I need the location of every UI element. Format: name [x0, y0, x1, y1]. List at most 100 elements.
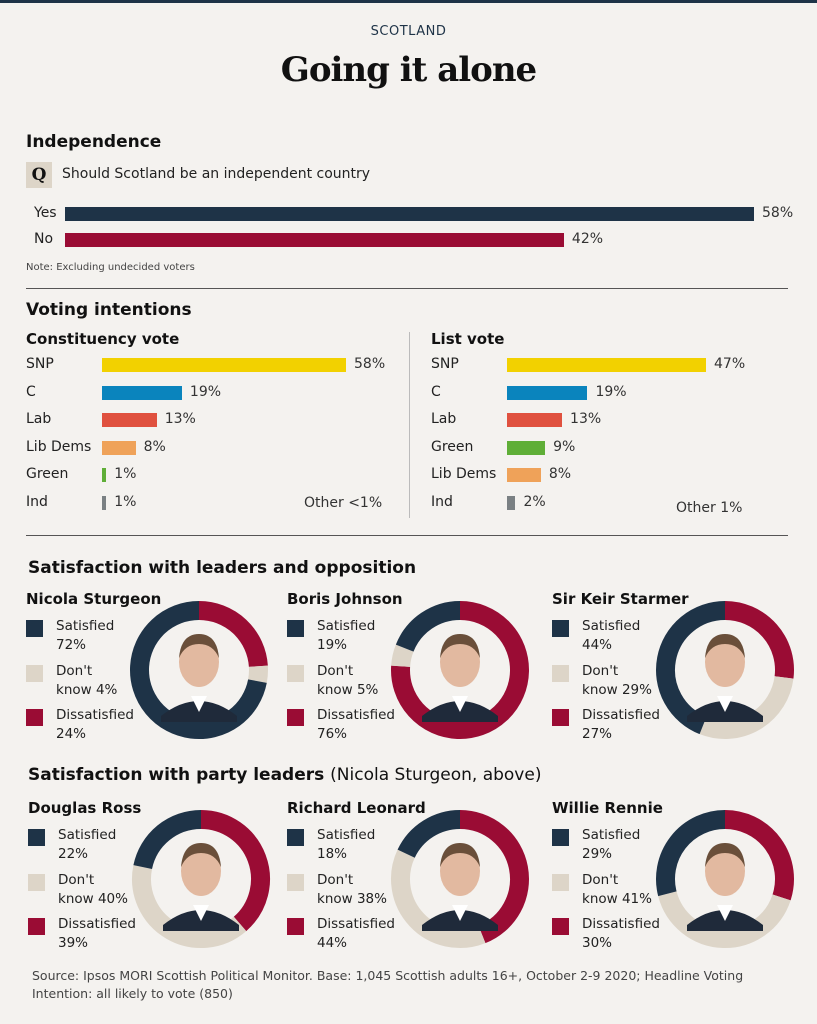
- satisfied-arc: [130, 601, 267, 739]
- bar-label: Green: [26, 466, 69, 483]
- column-divider: [409, 332, 410, 518]
- dont-know-label: Don't know 40%: [58, 872, 128, 907]
- dissatisfied-arc: [724, 601, 794, 679]
- leader-name: Boris Johnson: [287, 590, 403, 608]
- party-leaders-title: Satisfaction with party leaders: [28, 765, 325, 785]
- list-other: Other 1%: [676, 500, 743, 516]
- dont-know-arc: [391, 644, 414, 668]
- satisfied-label: Satisfied 44%: [582, 618, 641, 653]
- leader-card: Douglas Ross Satisfied 22% Don't know 40% Dis…: [28, 799, 288, 951]
- bar-label: Lab: [26, 411, 52, 428]
- satisfaction-donut: [391, 810, 529, 948]
- bar: [102, 413, 157, 428]
- portrait-face: [179, 637, 219, 687]
- leader-name: Willie Rennie: [552, 799, 663, 817]
- dissatisfied-label: Dissatisfied 27%: [582, 707, 660, 742]
- dont-know-label: Don't know 41%: [582, 872, 652, 907]
- satisfied-label: Satisfied 19%: [317, 618, 376, 653]
- satisfied-swatch: [28, 829, 45, 846]
- dissatisfied-swatch: [552, 918, 569, 935]
- bar-label: C: [431, 383, 441, 400]
- portrait-hair: [440, 634, 480, 658]
- portrait-hair: [179, 634, 219, 658]
- independence-heading: Independence: [26, 132, 162, 152]
- bar: [102, 358, 346, 372]
- satisfaction-donut: [656, 601, 794, 739]
- leader-portrait: [676, 621, 774, 722]
- dont-know-swatch: [287, 665, 304, 682]
- dont-know-swatch: [552, 874, 569, 891]
- party-leaders-heading: Satisfaction with party leaders (Nicola …: [28, 765, 541, 785]
- portrait-face: [181, 846, 221, 896]
- satisfied-arc: [397, 810, 461, 859]
- dissatisfied-label: Dissatisfied 76%: [317, 707, 395, 742]
- leader-name: Sir Keir Starmer: [552, 590, 689, 608]
- dissatisfied-label: Dissatisfied 30%: [582, 916, 660, 951]
- portrait-hair: [440, 843, 480, 867]
- bar-label: No: [34, 231, 54, 247]
- section-kicker: SCOTLAND: [370, 24, 447, 39]
- constituency-heading: Constituency vote: [26, 330, 180, 348]
- portrait-collar: [193, 905, 209, 921]
- bar-value: 19%: [189, 383, 222, 400]
- bar: [507, 385, 588, 400]
- bar-label: Lib Dems: [26, 438, 92, 455]
- bar-value: 58%: [762, 205, 794, 221]
- dissatisfied-arc: [200, 810, 270, 932]
- bar-value: 19%: [595, 383, 627, 400]
- satisfaction-donut: [130, 601, 268, 739]
- bar: [102, 468, 107, 483]
- bar-label: SNP: [26, 356, 54, 372]
- section-divider: [26, 288, 788, 289]
- dont-know-label: Don't know 38%: [317, 872, 387, 907]
- satisfaction-donut: [391, 601, 529, 739]
- satisfied-arc: [395, 601, 461, 652]
- dont-know-swatch: [552, 665, 569, 682]
- dont-know-label: Don't know 5%: [317, 663, 379, 698]
- leader-name: Richard Leonard: [287, 799, 426, 817]
- leader-portrait: [152, 830, 250, 931]
- dissatisfied-swatch: [287, 918, 304, 935]
- leader-portrait: [676, 830, 774, 931]
- bar-value: 47%: [714, 356, 746, 372]
- dont-know-swatch: [28, 874, 45, 891]
- bar: [102, 440, 136, 455]
- satisfied-label: Satisfied 29%: [582, 827, 641, 862]
- portrait-face: [705, 637, 745, 687]
- leader-name: Nicola Sturgeon: [26, 590, 162, 608]
- dont-know-arc: [391, 849, 486, 948]
- bar-value: 8%: [548, 466, 572, 483]
- top-rule: [0, 0, 817, 3]
- question-text: Should Scotland be an independent countr…: [62, 166, 371, 182]
- dissatisfied-arc: [198, 601, 268, 668]
- satisfied-arc: [656, 601, 726, 735]
- satisfaction-heading: Satisfaction with leaders and opposition: [28, 558, 417, 578]
- source-note: Source: Ipsos MORI Scottish Political Mo…: [32, 968, 744, 1001]
- dissatisfied-swatch: [28, 918, 45, 935]
- portrait-face: [440, 846, 480, 896]
- leader-card: Nicola Sturgeon Satisfied 72% Don't know 4% D…: [26, 590, 286, 742]
- bar: [102, 496, 107, 510]
- portrait-face: [705, 846, 745, 896]
- bar: [507, 358, 706, 372]
- bar: [102, 385, 182, 400]
- portrait-collar: [717, 905, 733, 921]
- satisfied-arc: [656, 810, 726, 897]
- bar-label: C: [26, 383, 36, 400]
- bar: [507, 413, 563, 428]
- satisfied-swatch: [287, 829, 304, 846]
- dont-know-arc: [248, 665, 268, 683]
- dissatisfied-label: Dissatisfied 39%: [58, 916, 136, 951]
- satisfied-swatch: [552, 620, 569, 637]
- bar-value: 42%: [571, 231, 604, 247]
- portrait-hair: [705, 634, 745, 658]
- dissatisfied-label: Dissatisfied 24%: [56, 707, 134, 742]
- bar: [65, 233, 564, 247]
- bar: [65, 207, 754, 221]
- satisfied-label: Satisfied 18%: [317, 827, 376, 862]
- satisfied-arc: [133, 810, 202, 870]
- constituency-other: Other <1%: [304, 495, 383, 511]
- bar: [507, 440, 546, 455]
- list-heading: List vote: [431, 330, 505, 348]
- dont-know-swatch: [26, 665, 43, 682]
